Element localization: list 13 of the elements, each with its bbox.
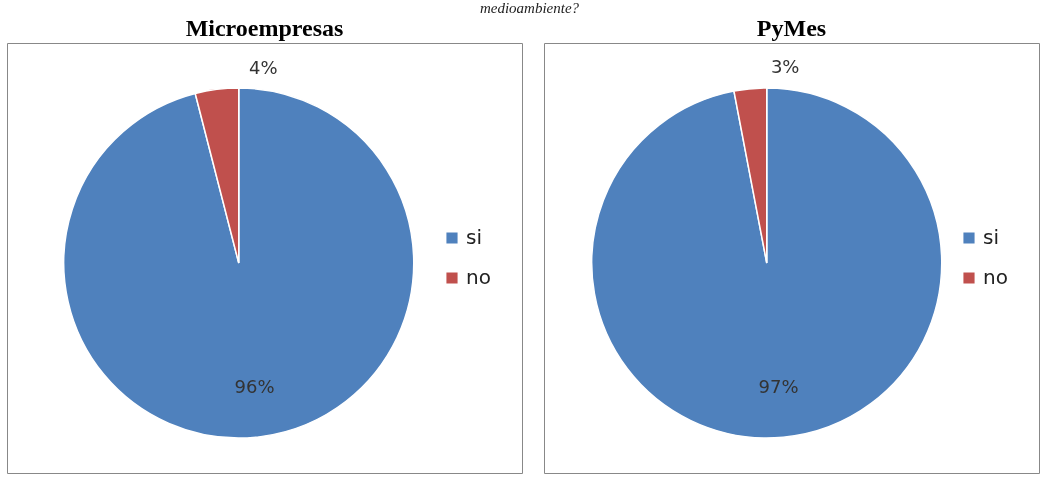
- data-label: 96%: [234, 376, 275, 398]
- pie-slice: [63, 87, 415, 439]
- data-label: 3%: [770, 55, 800, 77]
- legend-label: no: [466, 265, 491, 289]
- legend-label: si: [983, 225, 999, 249]
- chart-title: PyMes: [756, 15, 827, 41]
- chart-title: Microempresas: [185, 15, 344, 41]
- data-label: 97%: [758, 376, 799, 398]
- legend-label: no: [983, 265, 1008, 289]
- legend-label: si: [466, 225, 482, 249]
- pie-slice: [591, 87, 943, 439]
- data-label: 4%: [249, 56, 278, 78]
- text: medioambiente?: [478, 0, 581, 16]
